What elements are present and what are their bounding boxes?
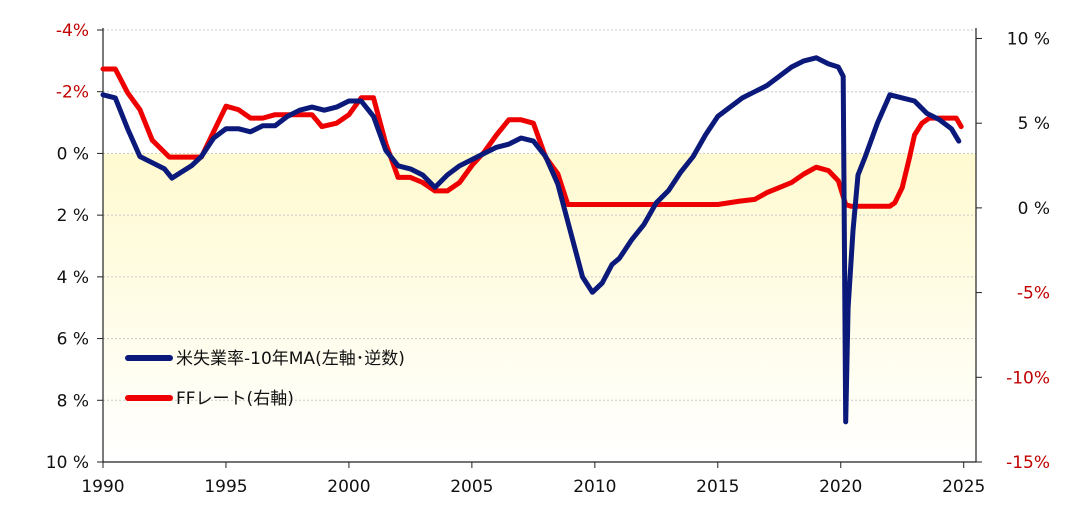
x-tick-label: 1995: [204, 477, 247, 497]
x-tick-label: 1990: [81, 477, 124, 497]
left-tick-label: -2%: [56, 83, 89, 103]
left-tick-label: -4%: [56, 21, 89, 41]
series-line-1: [100, 66, 964, 209]
left-tick-label: 6 %: [57, 330, 89, 350]
x-tick-label: 2015: [696, 477, 739, 497]
left-tick-label: 2 %: [57, 206, 89, 226]
right-tick-label: 5 %: [1018, 114, 1050, 134]
right-tick-label: 10 %: [1007, 29, 1050, 49]
right-tick-label: -10%: [1006, 368, 1050, 388]
right-tick-label: -5%: [1017, 284, 1050, 304]
left-tick-label: 4 %: [57, 268, 89, 288]
legend-label-0: 米失業率-10年MA(左軸･逆数): [176, 349, 405, 369]
background-band: [103, 153, 976, 462]
left-tick-label: 0 %: [57, 144, 89, 164]
series-line-0: [100, 55, 962, 425]
left-tick-label: 8 %: [57, 391, 89, 411]
x-tick-label: 2020: [819, 477, 862, 497]
x-tick-label: 2000: [327, 477, 370, 497]
left-tick-label: 10 %: [46, 453, 89, 473]
x-tick-label: 2010: [573, 477, 616, 497]
legend-label-1: FFレート(右軸): [176, 389, 294, 409]
right-tick-label: -15%: [1006, 453, 1050, 473]
x-tick-label: 2025: [942, 477, 985, 497]
right-tick-label: 0 %: [1018, 199, 1050, 219]
x-tick-label: 2005: [450, 477, 493, 497]
